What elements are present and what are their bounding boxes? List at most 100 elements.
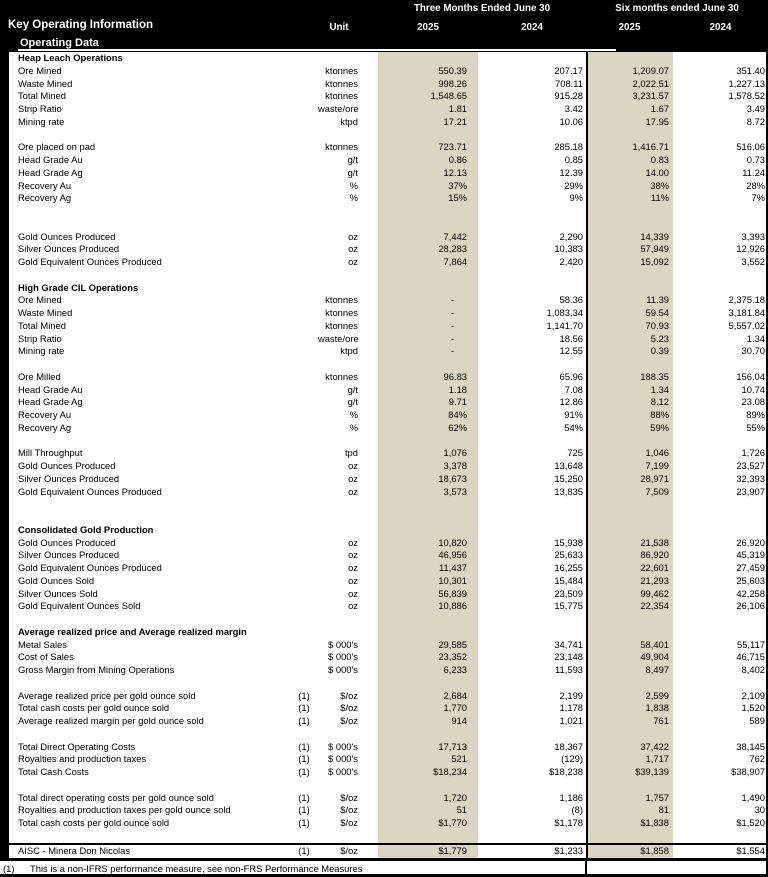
- left-black-strip: [0, 600, 9, 613]
- footnote-ref-cell: (1): [298, 766, 310, 777]
- value-cell-6m-2024: 46,715: [736, 651, 765, 663]
- unit-cell: [318, 524, 360, 537]
- value-cell-q2-2024: [478, 498, 586, 511]
- value-cell-q2-2024: 0.85: [564, 154, 583, 165]
- row-label: [9, 269, 290, 282]
- value-cell-6m-2024: 30: [754, 804, 765, 816]
- column-gap: [360, 409, 378, 422]
- left-black-strip: [0, 766, 9, 779]
- row-label: Gold Ounces Produced: [18, 230, 116, 242]
- row-label: Head Grade Au: [18, 154, 83, 165]
- column-gap: [360, 192, 378, 205]
- unit-cell: %: [349, 409, 358, 420]
- value-cell-q2-2025: 96.83: [378, 370, 478, 384]
- value-cell-q2-2025: [378, 268, 478, 282]
- value-cell-q2-2024: 1,178: [559, 702, 583, 714]
- footnote-ref-cell: [290, 396, 318, 409]
- value-cell-6m-2024: $1,554: [736, 844, 765, 856]
- value-cell-q2-2024: 12.39: [559, 166, 583, 178]
- row-label: Gold Equivalent Ounces Produced: [18, 562, 162, 573]
- value-cell-6m-2024: 10.74: [741, 383, 765, 395]
- value-cell-6m-2024: 26,106: [736, 600, 765, 612]
- table-row: Mill Throughput tpd 1,076 725 1,046 1,726: [0, 447, 768, 460]
- section-header-row: Heap Leach Operations: [0, 52, 768, 65]
- unit-cell: ktonnes: [325, 307, 358, 318]
- unit-cell: oz: [348, 485, 358, 497]
- footnote-divider: [585, 860, 587, 874]
- value-cell-6m-2025: 2,022.51: [586, 77, 673, 91]
- column-gap: [360, 282, 378, 295]
- column-gap: [360, 613, 378, 626]
- value-cell-6m-2025: 49,904: [586, 651, 673, 664]
- value-cell-q2-2024: 915.28: [554, 90, 583, 102]
- row-label: High Grade CIL Operations: [18, 281, 139, 293]
- value-cell-q2-2024: 13,648: [554, 460, 583, 471]
- footnote-ref-cell: [290, 409, 318, 422]
- unit-cell: waste/ore: [318, 103, 359, 114]
- value-cell-q2-2025: [378, 829, 478, 843]
- spacer-row: [0, 727, 768, 741]
- value-cell-6m-2025: 14.00: [586, 166, 673, 180]
- column-gap: [360, 358, 378, 371]
- column-gap: [360, 371, 378, 384]
- value-cell-q2-2025: 23,352: [378, 651, 478, 664]
- column-gap: [360, 753, 378, 766]
- value-cell-6m-2025: 99,462: [586, 587, 673, 601]
- value-cell-6m-2025: 22,601: [586, 562, 673, 575]
- value-cell-6m-2025: 81: [586, 804, 673, 817]
- year-header-6m-2024: 2024: [709, 22, 732, 33]
- table-row: Strip Ratio waste/ore 1.81 3.42 1.67 3.49: [0, 103, 768, 116]
- column-gap: [360, 830, 378, 843]
- row-label: Ore Mined: [18, 64, 62, 76]
- left-black-strip: [0, 319, 9, 333]
- value-cell-6m-2024: 1,726: [741, 447, 765, 459]
- value-cell-6m-2025: 1,046: [586, 447, 673, 460]
- left-black-strip: [0, 434, 9, 448]
- column-gap: [360, 511, 378, 524]
- footnote-ref-cell: [290, 243, 318, 256]
- value-cell-q2-2025: 15%: [378, 192, 478, 205]
- column-gap: [360, 741, 378, 754]
- value-cell-q2-2024: 10,383: [554, 243, 583, 255]
- unit-cell: $/oz: [340, 689, 358, 701]
- table-row: Silver Ounces Sold oz 56,839 23,509 99,462 42…: [0, 587, 768, 601]
- left-black-strip: [0, 829, 9, 843]
- value-cell-6m-2025: [586, 268, 673, 282]
- footnote-ref-cell: [290, 537, 318, 550]
- table-row: Cost of Sales $ 000's 23,352 23,148 49,904 46…: [0, 651, 768, 664]
- left-black-strip: [0, 511, 9, 524]
- value-cell-6m-2025: 0.83: [586, 154, 673, 167]
- value-cell-q2-2024: [478, 613, 586, 626]
- value-cell-q2-2025: -: [378, 294, 478, 307]
- value-cell-q2-2024: [478, 218, 586, 231]
- column-gap: [360, 639, 378, 652]
- row-label: Average realized price and Average reali…: [18, 625, 247, 637]
- footnote-ref-cell: [290, 116, 318, 129]
- row-label: [9, 498, 290, 511]
- table-row: Gold Ounces Produced oz 7,442 2,290 14,339 3,…: [0, 230, 768, 244]
- value-cell-6m-2024: 351.40: [736, 64, 765, 76]
- unit-cell: ktonnes: [325, 141, 358, 153]
- row-label: Total Mined: [18, 319, 66, 331]
- value-cell-6m-2025: 8.12: [586, 396, 673, 409]
- footnote-ref-cell: [290, 282, 318, 295]
- value-cell-6m-2024: 0.73: [746, 154, 765, 165]
- value-cell-6m-2024: 30.70: [741, 345, 765, 357]
- value-cell-6m-2024: 28%: [746, 179, 765, 191]
- value-cell-6m-2024: 32,393: [736, 472, 765, 484]
- column-gap: [360, 384, 378, 397]
- value-cell-q2-2024: [478, 728, 586, 741]
- value-cell-6m-2024: [673, 129, 768, 142]
- unit-cell: oz: [348, 536, 358, 548]
- left-black-strip: [0, 307, 9, 320]
- value-cell-6m-2025: 7,199: [586, 460, 673, 473]
- unit-cell: waste/ore: [318, 332, 359, 344]
- value-cell-q2-2024: 12.86: [559, 396, 583, 408]
- value-cell-q2-2024: 23,509: [554, 587, 583, 599]
- footnote-ref-cell: [290, 333, 318, 346]
- value-cell-6m-2025: 37,422: [586, 740, 673, 754]
- table-row: Royalties and production taxes per gold …: [0, 804, 768, 817]
- footnote-ref-cell: [290, 78, 318, 91]
- unit-cell: [318, 435, 360, 448]
- value-cell-q2-2024: [478, 282, 586, 295]
